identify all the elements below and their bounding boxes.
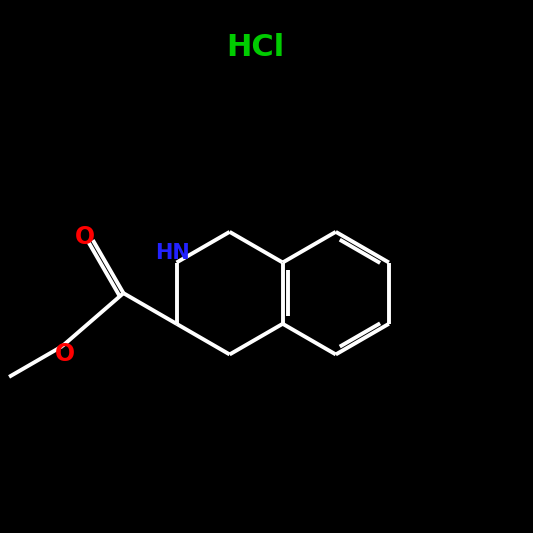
Text: O: O — [75, 225, 95, 249]
Text: HCl: HCl — [227, 34, 285, 62]
Text: O: O — [55, 342, 75, 366]
Text: HN: HN — [155, 243, 190, 263]
